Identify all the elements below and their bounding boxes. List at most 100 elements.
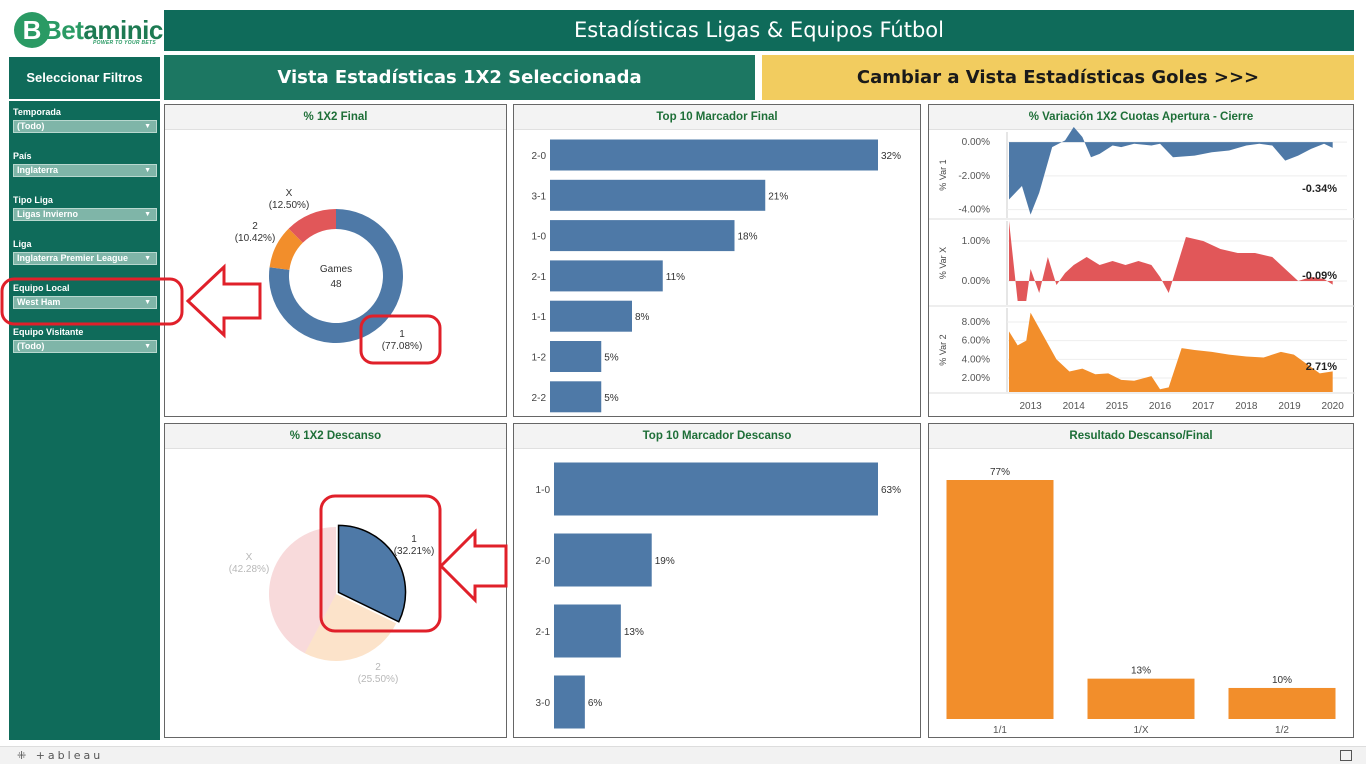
x-tick-label: 2020: [1322, 401, 1345, 412]
filter-temporada: Temporada (Todo) ▼: [13, 107, 157, 133]
filter-tipo-liga: Tipo Liga Ligas Invierno ▼: [13, 195, 157, 221]
bar-category-label: 1-2: [532, 353, 547, 364]
bar: [1228, 687, 1336, 719]
ht-ft-bar-chart: 77% 1/1 13% 1/X 10% 1/2: [946, 467, 1336, 736]
final-1x2-donut-chart: Games 48 1(77.08%) 2(10.42%) X(12.50%): [235, 188, 423, 352]
bar: [554, 462, 878, 516]
filter-equipo-local-select[interactable]: West Ham ▼: [13, 296, 157, 309]
filter-label: Equipo Visitante: [13, 327, 84, 337]
filter-label: Liga: [13, 239, 32, 249]
area-series: [1009, 221, 1333, 301]
top10-halftime-panel: Top 10 Marcador Descanso 1-0 63% 2-0 19% 2-1…: [513, 423, 921, 738]
bar: [550, 179, 766, 211]
ht-ft-panel: Resultado Descanso/Final 77% 1/1 13% 1/X 10%…: [928, 423, 1354, 738]
halftime-1x2-pie-chart: 1(32.21%) 2(25.50%) X(42.28%): [229, 524, 434, 685]
bar-category-label: 1/2: [1275, 725, 1289, 736]
series-axis-label: % Var 1: [938, 159, 948, 190]
last-value-label: 2.71%: [1306, 361, 1337, 373]
x-tick-label: 2017: [1192, 401, 1215, 412]
filter-equipo-visitante-select[interactable]: (Todo) ▼: [13, 340, 157, 353]
donut-slice-X: [288, 209, 336, 243]
tableau-logo[interactable]: ⁜ +ableau: [17, 749, 104, 762]
panel-title: % 1X2 Final: [165, 105, 506, 130]
slice-pct-label: (77.08%): [382, 341, 423, 352]
bar: [550, 381, 602, 413]
current-view-button[interactable]: Vista Estadísticas 1X2 Seleccionada: [164, 55, 755, 100]
bar-value-label: 13%: [624, 627, 644, 638]
top10-final-panel: Top 10 Marcador Final 2-0 32% 3-1 21% 1-0 18%…: [513, 104, 921, 417]
bar: [550, 341, 602, 372]
bar-value-label: 21%: [768, 191, 788, 202]
dashboard-title: Estadísticas Ligas & Equipos Fútbol: [164, 10, 1354, 51]
bar: [554, 533, 652, 587]
bar-category-label: 3-1: [532, 191, 547, 202]
dropdown-caret-icon: ▼: [144, 123, 151, 130]
bar: [550, 220, 735, 252]
logo-mark: B: [14, 12, 50, 48]
panel-title: Top 10 Marcador Descanso: [514, 424, 920, 449]
logo-tagline: POWER TO YOUR BETS: [93, 40, 156, 46]
bar-category-label: 1-0: [536, 485, 551, 496]
filter-temporada-select[interactable]: (Todo) ▼: [13, 120, 157, 133]
slice-name-label: X: [286, 188, 293, 199]
donut-slice-2: [269, 228, 303, 270]
tableau-plus-icon: ⁜: [17, 749, 30, 762]
filter-equipo-visitante: Equipo Visitante (Todo) ▼: [13, 327, 157, 353]
filters-heading: Seleccionar Filtros: [9, 57, 160, 99]
dropdown-caret-icon: ▼: [144, 299, 151, 306]
bar: [1087, 678, 1195, 719]
bar: [554, 675, 585, 729]
filter-liga-select[interactable]: Inglaterra Premier League ▼: [13, 252, 157, 265]
x-tick-label: 2019: [1278, 401, 1301, 412]
x-tick-label: 2018: [1235, 401, 1258, 412]
y-tick-label: 8.00%: [962, 317, 990, 328]
bar-value-label: 6%: [588, 698, 603, 709]
variation-panel: % Variación 1X2 Cuotas Apertura - Cierre…: [928, 104, 1355, 417]
switch-view-button[interactable]: Cambiar a Vista Estadísticas Goles >>>: [762, 55, 1354, 100]
series-axis-label: % Var 2: [938, 334, 948, 365]
filter-equipo-local: Equipo Local West Ham ▼: [13, 283, 157, 309]
halftime-1x2-panel: % 1X2 Descanso 1 (32.21%) 2 (25.50%) X (42.28…: [164, 423, 507, 738]
bar-value-label: 8%: [635, 312, 650, 323]
bar: [550, 300, 632, 332]
brand-logo[interactable]: B Betaminic POWER TO YOUR BETS: [9, 9, 163, 52]
pie-slice-X: [269, 527, 336, 654]
x-tick-label: 2013: [1019, 401, 1042, 412]
area-series: [1009, 312, 1333, 392]
bar-category-label: 1-0: [532, 232, 547, 243]
bar-category-label: 2-2: [532, 393, 547, 404]
y-tick-label: 4.00%: [962, 354, 990, 365]
slice-pct-label: (10.42%): [235, 233, 276, 244]
slice-name-label: X: [246, 552, 253, 563]
bar-category-label: 2-1: [536, 627, 551, 638]
bar-value-label: 5%: [604, 393, 619, 404]
bar-category-label: 2-0: [536, 556, 551, 567]
bar-value-label: 77%: [990, 467, 1010, 478]
series-axis-label: % Var X: [938, 247, 948, 279]
top10-final-bar-chart: 2-0 32% 3-1 21% 1-0 18% 2-1 11% 1-1 8% 1-2 5% 2-2 5%: [532, 139, 901, 413]
filter-label: Temporada: [13, 107, 61, 117]
y-tick-label: 1.00%: [962, 236, 990, 247]
y-tick-label: -4.00%: [958, 205, 990, 216]
dropdown-caret-icon: ▼: [144, 167, 151, 174]
filter-pais-select[interactable]: Inglaterra ▼: [13, 164, 157, 177]
bar-value-label: 63%: [881, 485, 901, 496]
bar-category-label: 1/1: [993, 725, 1007, 736]
area-series: [1009, 126, 1333, 215]
fullscreen-icon[interactable]: [1340, 750, 1352, 761]
y-tick-label: 0.00%: [962, 137, 990, 148]
filter-tipo-liga-select[interactable]: Ligas Invierno ▼: [13, 208, 157, 221]
filter-liga: Liga Inglaterra Premier League ▼: [13, 239, 157, 265]
panel-title: % Variación 1X2 Cuotas Apertura - Cierre: [929, 105, 1353, 130]
final-1x2-panel: % 1X2 Final Games 48 1 (77.08%) 2 (10.42%) X (1…: [164, 104, 507, 417]
slice-name-label: 2: [252, 221, 258, 232]
slice-pct-label: (12.50%): [269, 200, 310, 211]
bar-value-label: 10%: [1272, 675, 1292, 686]
filter-label: Equipo Local: [13, 283, 70, 293]
bar-value-label: 11%: [666, 272, 685, 283]
variation-area-chart: 0.00% -2.00% -4.00% % Var 1 -0.34% 1.00% 0.00%…: [929, 126, 1355, 412]
bar-value-label: 19%: [655, 556, 675, 567]
filters-sidebar: Temporada (Todo) ▼ País Inglaterra ▼ Tipo …: [9, 101, 160, 740]
bar-value-label: 18%: [738, 232, 758, 243]
bar: [550, 260, 663, 292]
